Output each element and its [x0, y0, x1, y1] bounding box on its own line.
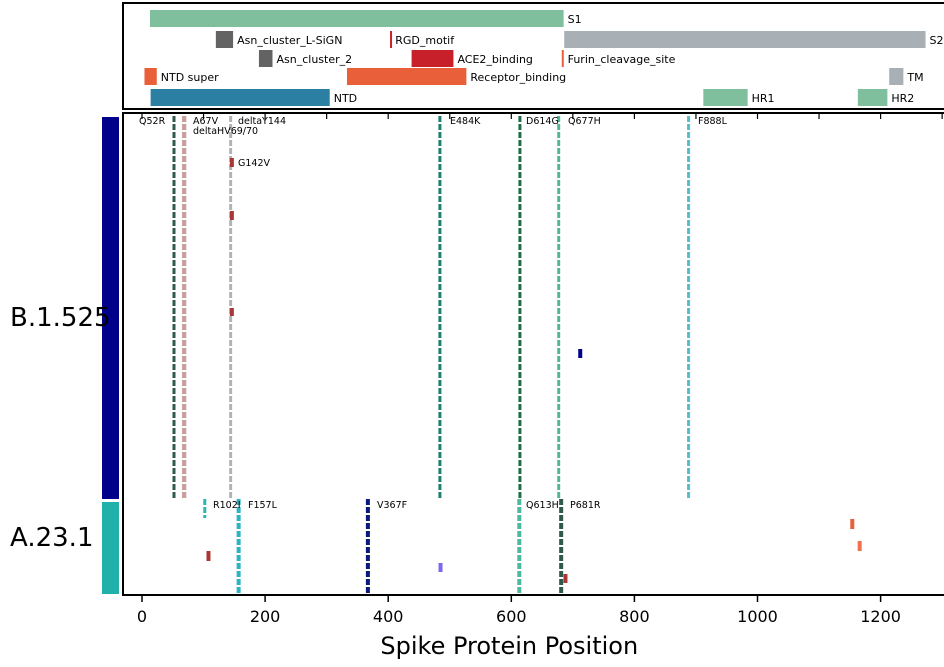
domain-tm-label: TM [906, 71, 923, 84]
domain-s1-label: S1 [568, 13, 582, 26]
domain-ace2-binding-bar [411, 50, 454, 67]
mutation-label-d614g: D614G [526, 116, 559, 127]
domain-asn-cluster-2-bar [258, 50, 273, 67]
domain-rgd-motif-bar [390, 31, 393, 48]
x-tick-label: 1000 [737, 607, 778, 626]
mutation-label-q613h: Q613H [526, 500, 559, 511]
x-tick-label: 400 [373, 607, 404, 626]
mutation-label-f157l: F157L [248, 500, 278, 511]
mutation-label-e484k: E484K [450, 116, 481, 127]
mutation-marker [578, 349, 583, 358]
domain-furin-cleavage-site-bar [561, 50, 564, 67]
mutation-marker [438, 563, 443, 572]
mutation-label-deltay144: deltaY144 [238, 116, 286, 127]
domain-ace2-binding-label: ACE2_binding [457, 53, 532, 66]
mutation-label-q52r: Q52R [139, 116, 166, 127]
mutation-label-v367f: V367F [377, 500, 407, 511]
x-tick-label: 200 [250, 607, 281, 626]
domain-hr2-label: HR2 [891, 92, 914, 105]
mutation-label-r102i: R102I [213, 500, 241, 511]
mutation-marker [206, 551, 211, 561]
domain-s1-bar [150, 10, 564, 27]
domain-ntd-label: NTD [334, 92, 357, 105]
group-bar-a-23-1 [102, 502, 119, 594]
mutation-marker [229, 308, 234, 316]
domain-receptor-binding-label: Receptor_binding [470, 71, 566, 84]
domain-receptor-binding-bar [346, 68, 467, 85]
domain-asn-cluster-l-sign-label: Asn_cluster_L-SiGN [237, 34, 342, 47]
domain-hr1-label: HR1 [752, 92, 775, 105]
domain-rgd-motif-label: RGD_motif [395, 34, 455, 47]
domain-asn-cluster-l-sign-bar [215, 31, 234, 48]
domain-panel-frame [122, 2, 944, 110]
mutation-marker [229, 158, 234, 167]
group-bar-b-1-525 [102, 117, 119, 499]
group-label-a-23-1: A.23.1 [10, 523, 93, 553]
mutation-label-deltahv69-70: deltaHV69/70 [193, 126, 258, 137]
domain-s2-label: S2 [930, 34, 944, 47]
x-axis-title: Spike Protein Position [380, 632, 638, 660]
domain-hr1-bar [703, 89, 748, 106]
domain-tm-bar [889, 68, 904, 85]
domain-ntd-bar [150, 89, 330, 106]
x-tick-label: 0 [137, 607, 147, 626]
mutation-panel-frame [122, 112, 944, 596]
mutation-label-q677h: Q677H [568, 116, 601, 127]
mutation-label-p681r: P681R [570, 500, 601, 511]
domain-ntd-super-label: NTD super [161, 71, 219, 84]
mutation-marker [850, 519, 855, 529]
mutation-label-a67v: A67V [193, 116, 219, 127]
mutation-label-g142v: G142V [238, 158, 270, 169]
x-tick-label: 800 [619, 607, 650, 626]
x-tick-label: 600 [496, 607, 527, 626]
domain-s2-bar [564, 31, 926, 48]
mutation-marker [563, 574, 568, 583]
domain-ntd-super-bar [144, 68, 157, 85]
domain-furin-cleavage-site-label: Furin_cleavage_site [568, 53, 676, 66]
mutation-label-f888l: F888L [698, 116, 728, 127]
domain-hr2-bar [857, 89, 888, 106]
domain-asn-cluster-2-label: Asn_cluster_2 [276, 53, 352, 66]
mutation-marker [229, 211, 234, 220]
x-tick-label: 1200 [860, 607, 901, 626]
group-label-b-1-525: B.1.525 [10, 303, 111, 333]
mutation-marker [857, 541, 862, 551]
